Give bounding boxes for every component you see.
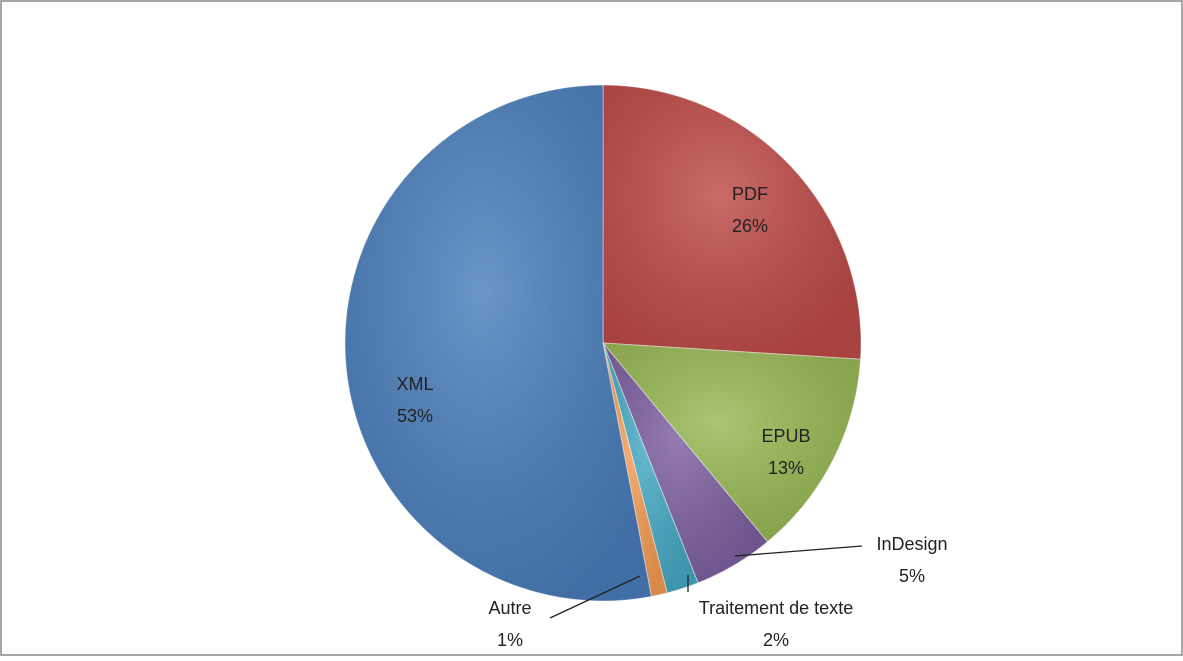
slice-shade (603, 343, 668, 597)
slice-label: EPUB (761, 426, 810, 446)
slice-label: PDF (732, 184, 768, 204)
slice-shade (603, 343, 768, 583)
leader-line (549, 575, 641, 619)
slice-value-label: 1% (497, 630, 523, 650)
slice-label: InDesign (876, 534, 947, 554)
slice-value-label: 13% (768, 458, 804, 478)
slice-shade (603, 343, 861, 542)
slice-value-label: 53% (397, 406, 433, 426)
slice-shade (345, 85, 652, 601)
slice-value-label: 5% (899, 566, 925, 586)
slice-label: Traitement de texte (699, 598, 853, 618)
slice-shade (603, 343, 698, 593)
pie (344, 84, 862, 602)
labels: PDF 26% EPUB 13% InDesign 5% Traitement de tex… (396, 184, 947, 650)
slice-label: Autre (488, 598, 531, 618)
slice-value-label: 26% (732, 216, 768, 236)
slice-shade (603, 85, 862, 360)
slice-value-label: 2% (763, 630, 789, 650)
slice-label: XML (396, 374, 433, 394)
leader-line (734, 545, 863, 557)
